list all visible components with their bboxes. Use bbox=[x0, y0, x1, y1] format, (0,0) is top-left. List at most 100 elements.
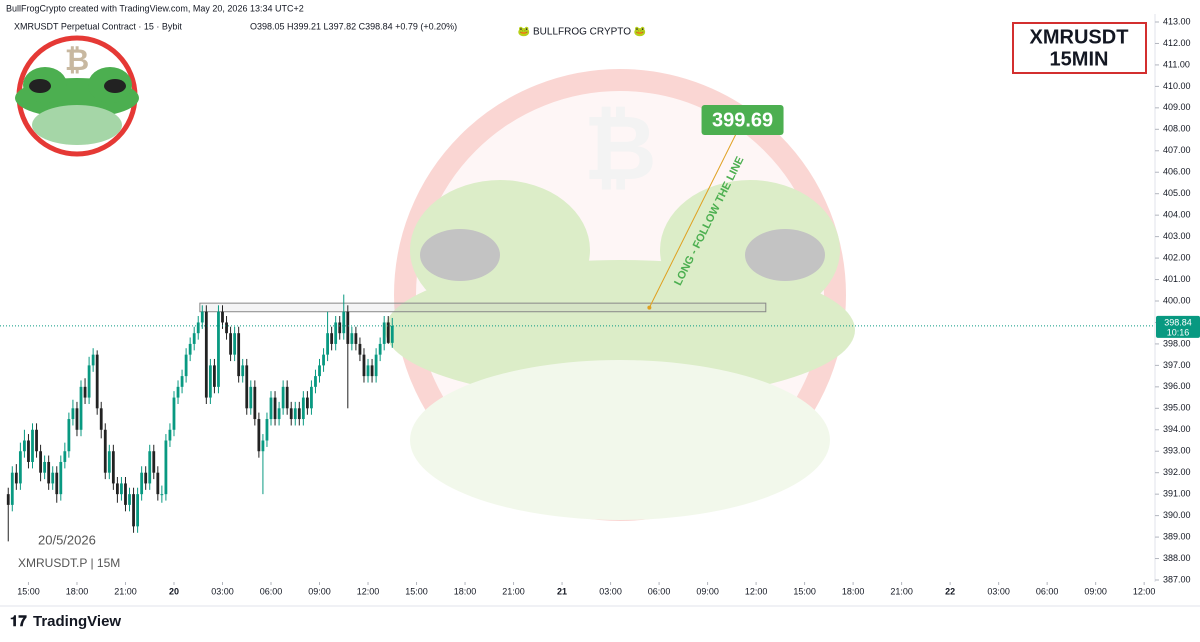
candle-body bbox=[277, 408, 281, 420]
candle-body bbox=[99, 408, 103, 430]
candle-body bbox=[115, 483, 119, 495]
date-label: 20/5/2026 bbox=[38, 532, 96, 547]
candle-body bbox=[346, 311, 350, 344]
y-tick-label: 401.00 bbox=[1163, 274, 1191, 284]
candle-body bbox=[91, 354, 95, 366]
candle-body bbox=[132, 494, 135, 527]
candle-body bbox=[6, 494, 10, 505]
candle-body bbox=[14, 472, 18, 484]
brand-icon: 𝟏𝟕 bbox=[10, 613, 27, 630]
candle-body bbox=[297, 408, 301, 420]
candle-body bbox=[285, 386, 289, 409]
candle-body bbox=[192, 333, 196, 344]
candle-body bbox=[269, 397, 273, 420]
frog-logo: ₿ bbox=[15, 35, 139, 157]
candle-body bbox=[378, 343, 382, 355]
x-tick-label: 20 bbox=[169, 586, 179, 596]
candle-body bbox=[103, 429, 107, 473]
last-price-tag bbox=[1156, 315, 1200, 338]
candle-body bbox=[67, 419, 71, 452]
candle-body bbox=[75, 408, 79, 430]
candle-body bbox=[217, 311, 220, 387]
candle-body bbox=[350, 333, 354, 344]
y-tick-label: 387.00 bbox=[1163, 574, 1191, 584]
x-tick-label: 12:00 bbox=[357, 586, 380, 596]
x-tick-label: 18:00 bbox=[454, 586, 477, 596]
credit: BullFrogCrypto created with TradingView.… bbox=[6, 3, 304, 13]
x-tick-label: 21 bbox=[557, 586, 567, 596]
trend-line bbox=[648, 122, 742, 308]
target-badge bbox=[701, 105, 784, 135]
candle-body bbox=[71, 408, 75, 420]
candle-body bbox=[213, 365, 216, 387]
candle-body bbox=[35, 429, 38, 452]
candle-body bbox=[314, 376, 317, 387]
candle-body bbox=[330, 333, 334, 344]
ohlc-label: O398.05 H399.21 L397.82 C398.84 +0.79 (+… bbox=[250, 21, 457, 31]
candle-body bbox=[27, 440, 30, 462]
y-tick-label: 406.00 bbox=[1163, 167, 1191, 177]
candle-body bbox=[221, 311, 224, 323]
box-label: 15MIN bbox=[1050, 48, 1109, 70]
candle-body bbox=[148, 451, 152, 484]
x-tick-label: 09:00 bbox=[308, 586, 331, 596]
candle-body bbox=[305, 397, 309, 409]
candle-body bbox=[180, 376, 184, 387]
candle-body bbox=[31, 429, 34, 462]
candle-body bbox=[10, 472, 14, 505]
candle-body bbox=[257, 419, 261, 452]
candle-body bbox=[310, 386, 313, 409]
candle-body bbox=[156, 472, 160, 495]
candle-body bbox=[83, 386, 87, 398]
x-tick-label: 06:00 bbox=[648, 586, 671, 596]
y-tick-label: 397.00 bbox=[1163, 360, 1191, 370]
y-tick-label: 408.00 bbox=[1163, 124, 1191, 134]
watermark: 🐸 BULLFROG CRYPTO 🐸 bbox=[518, 26, 646, 38]
y-tick-label: 394.00 bbox=[1163, 424, 1191, 434]
y-tick-label: 388.00 bbox=[1163, 553, 1191, 563]
symbol-box bbox=[1012, 22, 1147, 74]
candle-body bbox=[233, 333, 237, 355]
y-tick-label: 409.00 bbox=[1163, 102, 1191, 112]
candle-body bbox=[253, 386, 257, 420]
candle-body bbox=[164, 440, 168, 495]
candle-body bbox=[107, 451, 111, 473]
candle-body bbox=[261, 440, 265, 452]
candle-body bbox=[87, 365, 91, 398]
candle-body bbox=[358, 343, 362, 355]
symbol-label: XMRUSDT.P | 15M bbox=[18, 556, 120, 570]
y-tick-label: 391.00 bbox=[1163, 489, 1191, 499]
candle-body bbox=[289, 408, 293, 420]
y-tick-label: 392.00 bbox=[1163, 467, 1191, 477]
candle-body bbox=[196, 322, 200, 334]
candle-body bbox=[144, 472, 148, 484]
candle-body bbox=[362, 354, 366, 377]
candle-body bbox=[208, 365, 212, 398]
candle-body bbox=[354, 333, 358, 344]
y-tick-label: 396.00 bbox=[1163, 381, 1191, 391]
target-label: 399.69 bbox=[712, 109, 773, 131]
y-tick-label: 398.00 bbox=[1163, 338, 1191, 348]
box-label: XMRUSDT bbox=[1030, 26, 1129, 48]
x-tick-label: 03:00 bbox=[599, 586, 622, 596]
candle-body bbox=[184, 354, 188, 377]
x-tick-label: 21:00 bbox=[114, 586, 137, 596]
candle-body bbox=[200, 311, 204, 323]
y-tick-label: 402.00 bbox=[1163, 252, 1191, 262]
x-tick-label: 15:00 bbox=[17, 586, 40, 596]
x-tick-label: 15:00 bbox=[793, 586, 816, 596]
candle-body bbox=[382, 322, 386, 344]
brand: TradingView bbox=[33, 613, 121, 630]
candle-body bbox=[374, 354, 378, 377]
candle-body bbox=[136, 494, 140, 527]
candle-body bbox=[111, 451, 115, 484]
x-tick-label: 21:00 bbox=[502, 586, 525, 596]
candle-body bbox=[55, 472, 59, 495]
candle-body bbox=[140, 472, 144, 495]
last-price-label: 398.84 bbox=[1164, 317, 1192, 327]
candle-body bbox=[204, 311, 208, 398]
x-tick-label: 06:00 bbox=[1036, 586, 1059, 596]
x-tick-label: 15:00 bbox=[405, 586, 428, 596]
